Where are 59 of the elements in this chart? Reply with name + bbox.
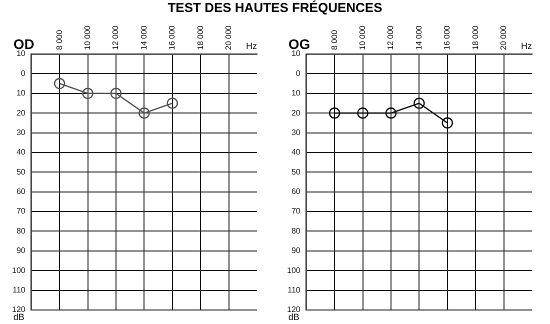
y-tick-label: 60 (16, 187, 26, 196)
x-tick-label: 16 000 (168, 24, 177, 50)
chart-title: TEST DES HAUTES FRÉQUENCES (166, 0, 384, 16)
y-tick-label: 10 (16, 49, 26, 58)
point (357, 107, 368, 119)
x-axis-title: Hz (246, 40, 258, 51)
point (54, 78, 66, 90)
x-tick-label: 12 000 (386, 24, 396, 50)
y-axis-title: dB (288, 312, 300, 322)
point (442, 117, 454, 129)
x-tick-label: 20 000 (224, 24, 233, 50)
y-tick-label: 20 (291, 108, 301, 118)
x-tick-label: 10 000 (82, 24, 92, 50)
x-tick-label: 14 000 (414, 24, 424, 50)
y-tick-label: 20 (16, 108, 26, 118)
point (82, 88, 94, 100)
point (414, 98, 425, 109)
x-tick-label: 16 000 (442, 24, 452, 50)
y-tick-label: 100 (12, 266, 26, 275)
x-tick-label: 18 000 (470, 24, 480, 50)
y-tick-label: 120 (286, 305, 301, 314)
y-tick-label: 110 (12, 286, 26, 295)
y-tick-label: 0 (296, 68, 301, 78)
y-tick-label: 110 (288, 286, 301, 295)
y-tick-label: 30 (16, 128, 26, 137)
y-tick-label: 70 (16, 206, 26, 216)
point (328, 107, 340, 119)
x-tick-label: 14 000 (139, 24, 148, 50)
y-tick-label: 70 (291, 206, 301, 216)
y-tick-label: 80 (291, 226, 301, 236)
x-tick-label: 10 000 (358, 24, 367, 50)
x-tick-label: 8 000 (330, 29, 339, 50)
y-tick-label: 10 (16, 88, 26, 98)
x-tick-label: 18 000 (196, 24, 205, 50)
x-tick-label: 12 000 (111, 24, 120, 50)
y-tick-label: 40 (16, 148, 26, 157)
point (385, 107, 397, 119)
y-tick-label: 10 (291, 88, 301, 98)
point (110, 88, 122, 100)
y-tick-label: 30 (291, 128, 301, 137)
y-tick-label: 100 (286, 266, 301, 275)
y-tick-label: 90 (16, 246, 26, 256)
x-axis-title: Hz (521, 40, 532, 51)
point (166, 98, 178, 109)
y-tick-label: 50 (291, 167, 301, 176)
y-tick-label: 90 (291, 246, 301, 256)
y-axis-title: dB (13, 312, 24, 322)
y-tick-label: 10 (291, 49, 301, 58)
text: OG (288, 36, 310, 52)
point (138, 107, 150, 119)
y-tick-label: 120 (12, 305, 26, 314)
y-tick-label: 50 (16, 167, 26, 176)
y-tick-label: 60 (291, 187, 301, 196)
x-tick-label: 20 000 (498, 24, 508, 50)
text: OD (13, 36, 34, 52)
y-tick-label: 0 (20, 68, 26, 78)
y-tick-label: 80 (16, 226, 26, 236)
x-tick-label: 8 000 (54, 29, 64, 50)
y-tick-label: 40 (291, 148, 301, 157)
